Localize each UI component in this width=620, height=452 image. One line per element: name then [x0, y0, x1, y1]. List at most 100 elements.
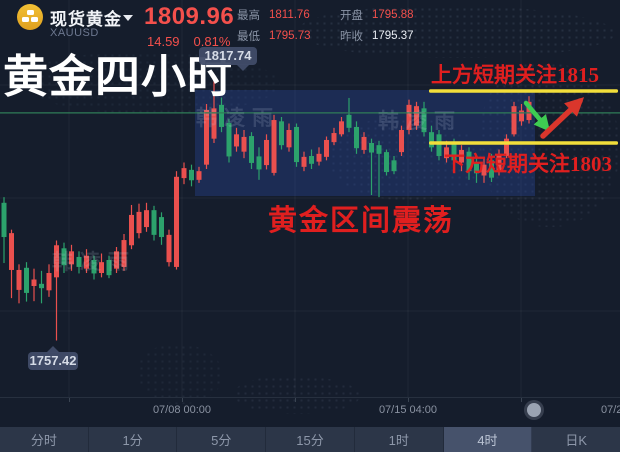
candle — [376, 145, 382, 154]
change-percent: 0.81% — [193, 34, 231, 49]
candle — [189, 169, 194, 181]
candle — [489, 160, 494, 178]
price-change: 14.59 0.81% — [147, 34, 244, 49]
candle — [219, 104, 224, 127]
candle — [39, 283, 44, 289]
candle — [384, 152, 389, 173]
lower-level-note: 下方短期关注1803 — [444, 152, 612, 176]
candle — [196, 171, 202, 180]
candle — [309, 155, 314, 164]
stat-value: 1795.37 — [372, 30, 414, 42]
candlestick-chart[interactable]: 韩凌雨 韩凌雨 韩凌雨 黄金四小时 黄金区间震荡 上方短期关注1815 下方短期… — [0, 0, 620, 397]
candle — [76, 256, 82, 267]
candle — [54, 245, 59, 278]
axis-tick — [295, 398, 296, 402]
candles-group — [1, 79, 532, 341]
candle — [226, 123, 232, 157]
tab-1分[interactable]: 1分 — [89, 427, 178, 452]
tab-15分[interactable]: 15分 — [266, 427, 355, 452]
candle — [24, 267, 29, 293]
candle — [316, 153, 322, 162]
down-arrow-annotation — [523, 100, 551, 132]
time-axis-label: 07/15 04:00 — [378, 404, 438, 416]
stat-label: 最低 — [237, 31, 260, 43]
candle — [159, 217, 164, 238]
stat-value: 1795.73 — [269, 30, 311, 42]
chevron-down-icon[interactable] — [123, 15, 133, 21]
candle — [166, 234, 172, 263]
instrument-symbol: XAUUSD — [50, 27, 99, 39]
tab-1时[interactable]: 1时 — [355, 427, 444, 452]
candle — [91, 259, 97, 274]
candle — [99, 262, 104, 273]
candle — [1, 202, 7, 238]
axis-tick — [521, 398, 522, 402]
chart-canvas[interactable] — [0, 0, 620, 397]
high-price-tooltip: 1817.74 — [199, 47, 257, 72]
candle — [121, 240, 127, 267]
low-price-tooltip: 1757.42 — [28, 345, 78, 370]
candle — [429, 132, 434, 148]
candle — [234, 134, 239, 147]
time-axis: 07/08 00:00 07/15 04:00 07/2 — [0, 397, 620, 428]
upper-level-note: 上方短期关注1815 — [431, 63, 599, 87]
candle — [241, 136, 247, 152]
ohlc-stats: 最高 1811.76 开盘 1795.88 最低 1795.73 昨收 1795.37 — [237, 7, 434, 44]
change-value: 14.59 — [147, 34, 180, 49]
candle — [444, 147, 449, 159]
candle — [106, 259, 112, 276]
candle — [279, 121, 284, 146]
candle — [481, 164, 487, 176]
tab-5分[interactable]: 5分 — [177, 427, 267, 452]
candle — [144, 210, 149, 228]
candle — [271, 120, 277, 173]
candle — [339, 121, 344, 135]
candle — [301, 156, 307, 167]
candle — [406, 104, 412, 130]
candle — [294, 126, 299, 163]
candle — [496, 153, 502, 172]
time-axis-label: 07/08 00:00 — [152, 404, 212, 416]
timeframe-tabbar: 分时 1分 5分 15分 1时 4时 日K — [0, 427, 620, 452]
tab-日K[interactable]: 日K — [565, 433, 587, 448]
candle — [414, 106, 419, 126]
candle — [369, 142, 374, 153]
candle — [16, 269, 22, 290]
candle — [511, 106, 517, 135]
candle — [69, 251, 74, 265]
candle — [181, 168, 187, 179]
candle — [9, 233, 14, 270]
candle — [466, 151, 472, 172]
candle — [136, 211, 142, 234]
tab-4时[interactable]: 4时 — [443, 427, 533, 452]
gold-coin-icon — [17, 4, 43, 30]
candle — [519, 110, 524, 122]
candle — [264, 139, 269, 166]
candle — [346, 114, 352, 128]
stat-value: 1811.76 — [269, 9, 310, 21]
candle — [436, 134, 442, 156]
candle — [129, 214, 134, 246]
stat-value: 1795.88 — [372, 9, 414, 21]
channel-lines — [429, 89, 618, 145]
candle — [256, 156, 262, 170]
candle — [331, 133, 337, 143]
scroll-to-latest-button[interactable] — [527, 403, 541, 417]
up-arrow-annotation — [540, 97, 585, 139]
candle — [361, 136, 367, 150]
candle — [204, 110, 209, 165]
candle — [421, 108, 427, 133]
stat-label: 开盘 — [340, 10, 363, 22]
last-price: 1809.96 — [144, 3, 235, 30]
candle — [526, 101, 532, 121]
candle — [354, 126, 359, 149]
time-axis-label: 07/2 — [601, 404, 620, 416]
axis-tick — [182, 398, 183, 402]
candle — [31, 279, 37, 286]
instrument-name[interactable]: 现货黄金 — [50, 10, 122, 29]
candle — [84, 255, 89, 269]
tab-分时[interactable]: 分时 — [0, 427, 89, 452]
candle — [451, 142, 457, 161]
candle — [474, 162, 479, 174]
